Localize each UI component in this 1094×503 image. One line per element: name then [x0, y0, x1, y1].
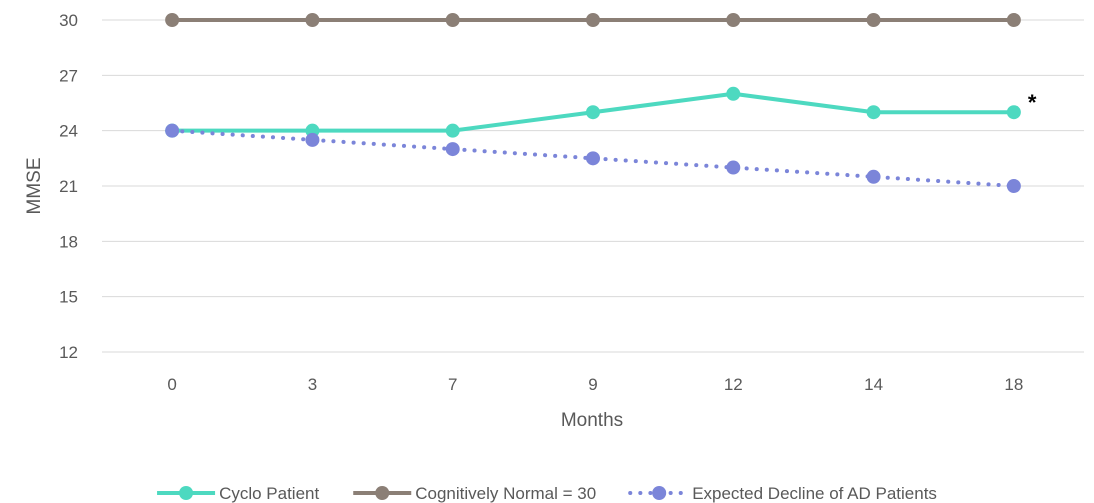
y-tick-label: 21 — [59, 177, 78, 196]
x-tick-label: 0 — [167, 375, 176, 394]
data-point — [165, 13, 180, 27]
series-1 — [165, 86, 1021, 138]
legend-swatch-marker — [375, 486, 390, 500]
x-axis-title: Months — [561, 410, 623, 431]
legend-label: Cognitively Normal = 30 — [415, 484, 596, 503]
y-tick-label: 15 — [59, 288, 78, 307]
x-tick-label: 9 — [588, 375, 597, 394]
x-tick-label: 18 — [1004, 375, 1023, 394]
y-tick-label: 24 — [59, 122, 78, 141]
y-axis-ticks: 12 15 18 21 24 27 30 — [59, 11, 78, 362]
data-point — [586, 105, 600, 120]
data-point — [866, 13, 881, 27]
data-point — [165, 123, 180, 138]
x-tick-label: 3 — [308, 375, 317, 394]
data-point — [866, 105, 881, 120]
annotations: * — [1028, 90, 1037, 115]
legend-item-1: Cyclo Patient — [157, 484, 319, 503]
significance-annotation: * — [1028, 90, 1037, 115]
legend-item-2: Cognitively Normal = 30 — [353, 484, 596, 503]
y-tick-label: 12 — [59, 343, 78, 362]
data-point — [1006, 105, 1021, 120]
x-tick-label: 14 — [864, 375, 883, 394]
y-tick-label: 27 — [59, 66, 78, 85]
data-point — [726, 13, 741, 27]
series-lines — [165, 13, 1021, 193]
x-axis-ticks: 0 3 7 9 12 14 18 — [167, 375, 1023, 394]
legend: Cyclo Patient Cognitively Normal = 30 Expe… — [157, 484, 937, 503]
legend-swatch-marker — [652, 486, 667, 500]
y-tick-label: 18 — [59, 232, 78, 251]
legend-swatch-marker — [179, 486, 194, 500]
y-tick-label: 30 — [59, 11, 78, 30]
data-point — [726, 86, 741, 101]
data-point — [726, 160, 741, 175]
data-point — [586, 151, 600, 166]
legend-label: Expected Decline of AD Patients — [692, 484, 937, 503]
data-point — [305, 132, 320, 147]
x-tick-label: 12 — [724, 375, 743, 394]
series-3 — [165, 123, 1021, 193]
grid — [102, 19, 1084, 353]
data-point — [1006, 179, 1021, 193]
data-point — [445, 123, 460, 138]
data-point — [586, 13, 600, 27]
legend-label: Cyclo Patient — [219, 484, 319, 503]
data-point — [445, 142, 460, 157]
legend-item-3: Expected Decline of AD Patients — [628, 484, 937, 503]
y-axis-title: MMSE — [24, 158, 45, 215]
x-tick-label: 7 — [448, 375, 457, 394]
data-point — [445, 13, 460, 27]
data-point — [305, 13, 320, 27]
series-2 — [165, 13, 1021, 27]
data-point — [1006, 13, 1021, 27]
data-point — [866, 169, 881, 184]
